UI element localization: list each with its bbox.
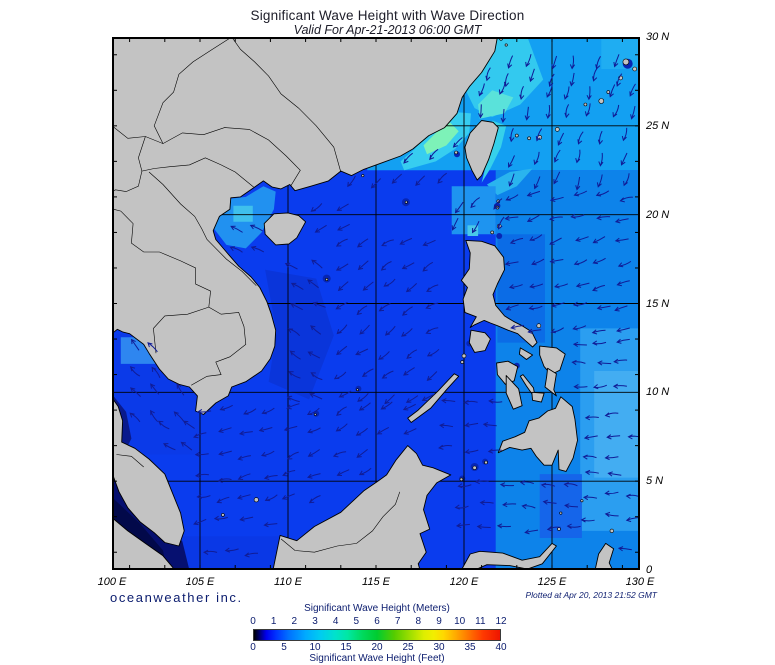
border-thailand-cambodia — [153, 306, 209, 354]
land-sumatra — [112, 517, 175, 570]
lon-label-105: 105 E — [185, 576, 215, 588]
lon-label-115: 115 E — [362, 576, 390, 588]
land-mindanao — [497, 396, 578, 472]
meters-tick-12: 12 — [495, 616, 507, 627]
border-malaysia-thailand — [116, 454, 144, 468]
meters-tick-9: 9 — [436, 616, 442, 627]
lon-label-100: 100 E — [97, 576, 127, 588]
frame-layer — [112, 37, 640, 570]
oceanweather-logo-text: oceanweather inc. — [110, 590, 243, 605]
lon-label-130: 130 E — [625, 576, 655, 588]
land-panay — [496, 360, 519, 385]
feet-tick-20: 20 — [371, 642, 383, 653]
feet-tick-25: 25 — [402, 642, 414, 653]
arrow-layer — [129, 54, 640, 558]
lat-label-20: 20 N — [646, 208, 670, 221]
lat-label-0: 0 — [646, 564, 653, 576]
map-canvas — [112, 37, 640, 570]
meters-tick-10: 10 — [454, 616, 466, 627]
land-palawan — [407, 373, 460, 423]
border-yunnan-link — [138, 136, 146, 172]
lat-label-10: 10 N — [646, 386, 670, 399]
meters-tick-3: 3 — [312, 616, 318, 627]
feet-tick-30: 30 — [433, 642, 445, 653]
feet-tick-0: 0 — [250, 642, 256, 653]
land-borneo — [272, 445, 452, 570]
border-vietnam-laos — [148, 171, 257, 286]
feet-tick-40: 40 — [495, 642, 507, 653]
land-masbate — [518, 347, 534, 360]
border-thailand-laos — [113, 209, 211, 308]
celebes-light — [539, 474, 582, 538]
land-malay-peninsula — [112, 397, 185, 547]
se-taiwan-cyan — [486, 168, 533, 196]
java-sea — [178, 536, 288, 570]
land-mindoro — [468, 329, 491, 353]
land-negros — [505, 375, 523, 410]
meters-tick-2: 2 — [291, 616, 298, 627]
colorbar-feet-title: Significant Wave Height (Feet) — [309, 653, 445, 664]
land-bohol — [531, 391, 545, 403]
page-title: Significant Wave Height with Wave Direct… — [250, 8, 525, 23]
land-samar — [539, 345, 566, 376]
land-layer — [112, 37, 638, 570]
plotted-timestamp: Plotted at Apr 20, 2013 21:52 GMT — [525, 590, 657, 600]
meters-tick-1: 1 — [270, 616, 277, 627]
border-sichuan-yunnan — [153, 37, 232, 144]
colorbar-meters-ticks: 0 1 2 3 4 5 6 7 8 9 10 11 12 — [250, 616, 506, 628]
land-sulawesi-north — [460, 542, 557, 570]
colorbar-meters-title: Significant Wave Height (Meters) — [304, 603, 450, 614]
border-cambodia-vietnam — [191, 306, 247, 386]
land-halmahera — [594, 542, 615, 570]
land-hainan — [263, 212, 307, 246]
taiwan-strait-mint — [423, 122, 459, 155]
meters-tick-6: 6 — [374, 616, 380, 627]
feet-tick-35: 35 — [464, 642, 476, 653]
border-china-province-south — [112, 125, 301, 187]
ne-taiwan-bright-cyan — [478, 90, 514, 119]
meters-tick-11: 11 — [475, 616, 486, 627]
meters-tick-7: 7 — [394, 616, 401, 627]
border-china-province-east — [231, 37, 342, 173]
lat-label-5: 5 N — [646, 475, 664, 488]
lat-label-30: 30 N — [646, 31, 670, 43]
land-asia-mainland — [112, 37, 498, 415]
east-taiwan-cyan-band — [481, 120, 507, 183]
feet-tick-10: 10 — [309, 642, 321, 653]
lon-label-125: 125 E — [537, 576, 567, 588]
meters-tick-5: 5 — [353, 616, 360, 627]
valid-time-subtitle: Valid For Apr-21-2013 06:00 GMT — [293, 23, 482, 37]
east-of-luzon-band — [497, 234, 545, 343]
pacific-lightest — [594, 371, 640, 478]
land-leyte — [544, 367, 557, 397]
lat-label-15: 15 N — [646, 297, 670, 310]
map-area — [112, 37, 640, 570]
border-china-vietnam — [112, 157, 254, 192]
feet-tick-15: 15 — [340, 642, 352, 653]
land-luzon — [460, 239, 538, 348]
border-kalimantan-sarawak — [280, 491, 401, 553]
lon-label-120: 120 E — [449, 576, 479, 588]
lat-label-25: 25 N — [646, 119, 670, 132]
colorbar-feet-ticks: 0 5 10 15 20 25 30 35 40 — [250, 642, 506, 654]
land-taiwan — [464, 120, 499, 181]
feet-tick-5: 5 — [281, 642, 287, 653]
meters-tick-8: 8 — [415, 616, 422, 627]
tonkin-cyan-spot — [233, 205, 253, 222]
lon-label-110: 110 E — [274, 576, 302, 588]
meters-tick-4: 4 — [332, 616, 339, 627]
luzon-strait-light — [451, 186, 496, 235]
ecs-top-right-light — [601, 37, 640, 69]
colorbar-gradient — [253, 629, 501, 641]
meters-tick-0: 0 — [250, 616, 256, 627]
